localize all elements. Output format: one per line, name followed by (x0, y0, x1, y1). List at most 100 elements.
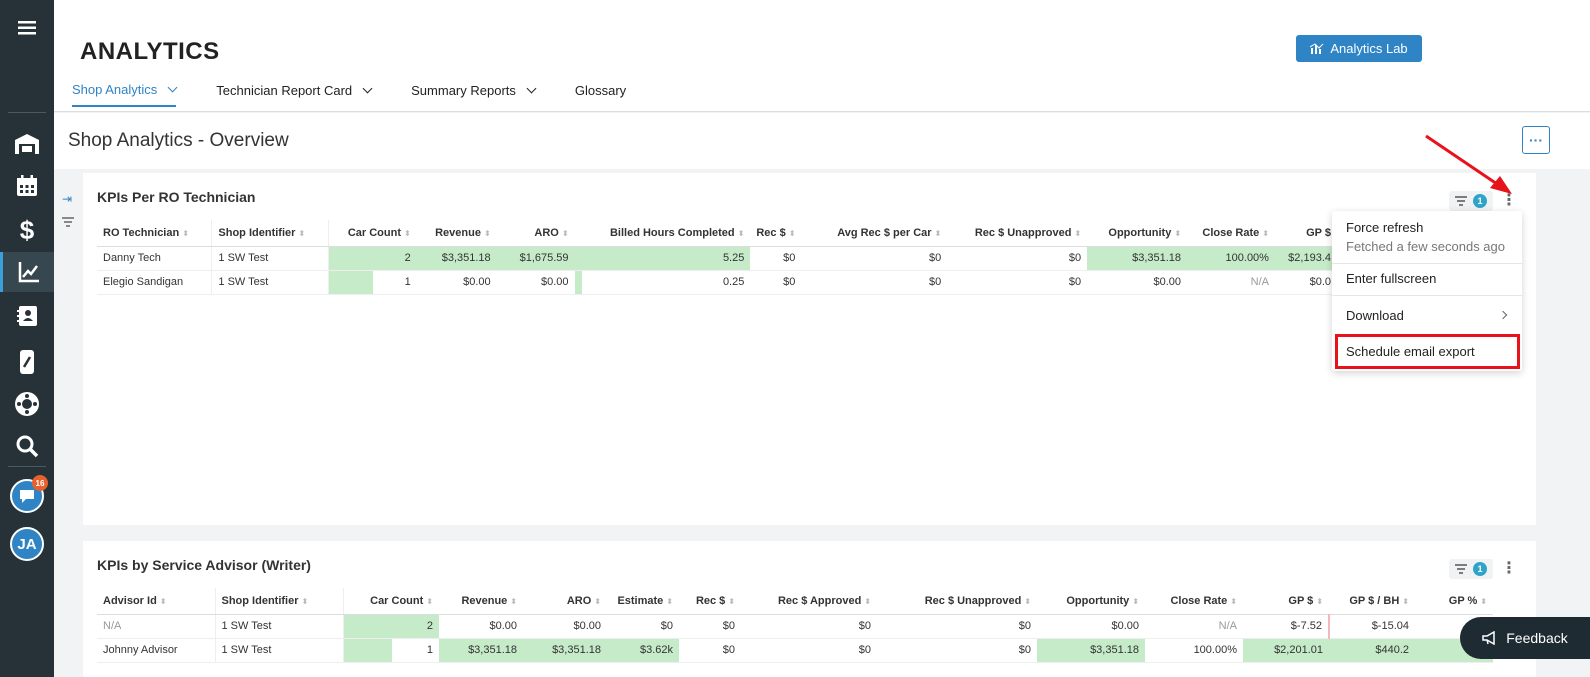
column-header[interactable]: ARO ⬍ (523, 588, 607, 615)
feedback-label: Feedback (1506, 630, 1568, 646)
column-header[interactable]: RO Technician ⬍ (97, 220, 213, 247)
table-row: Johnny Advisor 1 SW Test 1 $3,351.18 $3,… (97, 638, 1493, 663)
menu-item-fullscreen[interactable]: Enter fullscreen (1346, 271, 1437, 286)
column-header[interactable]: Rec $ Unapproved ⬍ (877, 588, 1037, 615)
column-header[interactable]: Rec $ Approved ⬍ (741, 588, 877, 615)
tab-summary-reports[interactable]: Summary Reports (411, 82, 537, 107)
column-header[interactable]: Shop Identifier ⬍ (211, 220, 330, 247)
menu-icon[interactable] (0, 8, 54, 48)
sidebar: $ 16 JA (0, 0, 54, 677)
tab-label: Summary Reports (411, 83, 516, 98)
column-header[interactable]: GP $ (1274, 220, 1337, 247)
cell-close-rate: N/A (1187, 270, 1275, 295)
cell-rec: $0 (679, 638, 741, 663)
column-header[interactable]: Shop Identifier ⬍ (215, 588, 344, 615)
cell-estimate: $0 (607, 614, 679, 639)
menu-item-schedule-email-export[interactable]: Schedule email export (1346, 344, 1475, 359)
dollar-icon[interactable]: $ (19, 214, 35, 245)
column-header[interactable]: Car Count ⬍ (343, 588, 439, 615)
chart-icon[interactable] (0, 252, 54, 292)
cell-opportunity: $3,351.18 (1037, 638, 1145, 663)
cell-opportunity: $0.00 (1037, 614, 1145, 639)
cell-car-count: 2 (343, 614, 439, 639)
megaphone-icon (1482, 631, 1495, 645)
column-header[interactable]: Opportunity ⬍ (1037, 588, 1145, 615)
cell-close-rate: N/A (1145, 614, 1243, 639)
column-header[interactable]: Close Rate ⬍ (1187, 220, 1275, 247)
cell-shop: 1 SW Test (211, 270, 330, 295)
cell-avg-rec: $0 (801, 270, 948, 295)
column-header[interactable]: Rec $ ⬍ (679, 588, 741, 615)
column-header[interactable]: Avg Rec $ per Car ⬍ (801, 220, 948, 247)
avatar[interactable]: JA (0, 524, 54, 564)
column-header[interactable]: Estimate ⬍ (607, 588, 679, 615)
tab-glossary[interactable]: Glossary (575, 82, 626, 107)
column-header[interactable]: Opportunity ⬍ (1087, 220, 1188, 247)
panel-kpis-service-advisor: KPIs by Service Advisor (Writer) 1 ⋮ Adv… (83, 541, 1536, 677)
cell-gp: $0.0 (1274, 270, 1337, 295)
column-header[interactable]: Advisor Id ⬍ (97, 588, 216, 615)
column-header[interactable]: GP $ ⬍ (1243, 588, 1329, 615)
cell-close-rate: 100.00% (1187, 246, 1275, 271)
chart-bars-icon (1310, 42, 1324, 54)
kebab-menu-icon[interactable]: ⋮ (1501, 560, 1517, 577)
dashboard-more-button[interactable]: ··· (1522, 126, 1550, 154)
column-header[interactable]: Car Count ⬍ (328, 220, 417, 247)
tire-icon[interactable] (0, 384, 54, 424)
column-header[interactable]: Billed Hours Completed ⬍ (574, 220, 751, 247)
panel-context-menu: Force refresh Fetched a few seconds ago … (1332, 211, 1522, 371)
cell-gp-bh: $440.2 (1329, 638, 1415, 663)
cell-shop: 1 SW Test (211, 246, 330, 271)
filter-icon (1455, 564, 1467, 574)
expand-filters-icon[interactable]: ⇥ (62, 192, 73, 206)
filter-indicator[interactable]: 1 (1449, 559, 1493, 579)
column-header[interactable]: ARO ⬍ (496, 220, 575, 247)
tab-label: Shop Analytics (72, 82, 158, 97)
cell-technician: Danny Tech (97, 246, 213, 271)
menu-item-download[interactable]: Download (1346, 308, 1404, 323)
analytics-lab-label: Analytics Lab (1330, 41, 1408, 56)
advisor-table: Advisor Id ⬍ Shop Identifier ⬍ Car Count ⬍ … (97, 588, 1493, 663)
column-header[interactable]: GP $ / BH ⬍ (1329, 588, 1415, 615)
column-header[interactable]: Revenue ⬍ (439, 588, 523, 615)
cell-shop: 1 SW Test (215, 614, 344, 639)
table-row: Elegio Sandigan 1 SW Test 1 $0.00 $0.00 … (97, 270, 1337, 295)
column-header[interactable]: Rec $ Unapproved ⬍ (947, 220, 1088, 247)
page-title: ANALYTICS (80, 38, 220, 65)
chat-icon[interactable]: 16 (0, 475, 54, 516)
left-tools: ⇥ (62, 192, 78, 240)
cell-revenue: $0.00 (439, 614, 523, 639)
parts-icon[interactable] (0, 342, 54, 382)
contacts-icon[interactable] (0, 296, 54, 336)
panel-kpis-technician: KPIs Per RO Technician 1 ⋮ RO Technician… (83, 173, 1536, 525)
calendar-icon[interactable] (0, 166, 54, 206)
value-bar (574, 270, 582, 294)
filter-indicator[interactable]: 1 (1449, 191, 1493, 211)
filter-icon[interactable] (62, 216, 78, 240)
menu-item-force-refresh[interactable]: Force refresh (1346, 220, 1424, 235)
column-header[interactable]: GP % ⬍ (1415, 588, 1493, 615)
search-icon[interactable] (0, 426, 54, 466)
analytics-lab-button[interactable]: Analytics Lab (1296, 35, 1422, 62)
avatar-initials: JA (10, 527, 44, 561)
filter-count-badge: 1 (1473, 194, 1487, 208)
cell-gp: $2,201.01 (1243, 638, 1329, 663)
menu-divider (1332, 295, 1522, 296)
feedback-button[interactable]: Feedback (1460, 617, 1590, 659)
chevron-right-icon (1498, 310, 1508, 320)
cell-billed-hours: 5.25 (574, 246, 751, 271)
column-header[interactable]: Rec $ ⬍ (750, 220, 802, 247)
cell-rec-unapproved: $0 (947, 246, 1088, 271)
panel-title: KPIs Per RO Technician (97, 189, 256, 205)
cell-advisor: Johnny Advisor (97, 638, 216, 663)
tab-shop-analytics[interactable]: Shop Analytics (72, 82, 178, 107)
garage-icon[interactable] (0, 124, 54, 164)
column-header[interactable]: Revenue ⬍ (416, 220, 497, 247)
column-header[interactable]: Close Rate ⬍ (1145, 588, 1243, 615)
cell-rec-approved: $0 (741, 614, 877, 639)
cell-opportunity: $3,351.18 (1087, 246, 1188, 271)
sidebar-divider (8, 112, 46, 113)
tab-technician-report-card[interactable]: Technician Report Card (216, 82, 373, 107)
table-row: Danny Tech 1 SW Test 2 $3,351.18 $1,675.… (97, 246, 1337, 271)
panel-tools: 1 ⋮ (1449, 559, 1517, 579)
